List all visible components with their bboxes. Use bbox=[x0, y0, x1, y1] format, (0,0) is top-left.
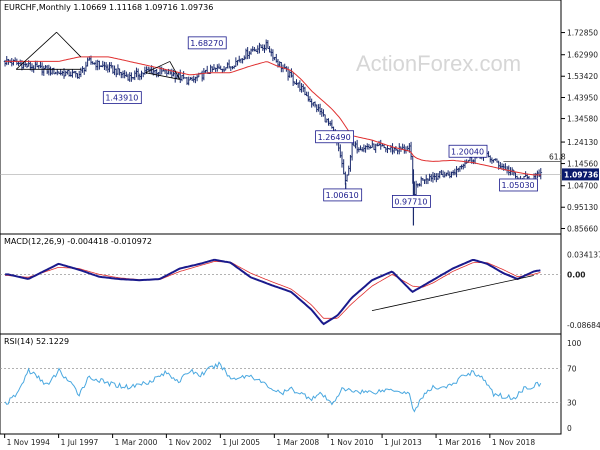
macd-y-tick-label: 0.00 bbox=[567, 270, 586, 279]
price-annotation-label: 1.26490 bbox=[318, 133, 351, 142]
x-tick-label: 1 Jul 2013 bbox=[384, 438, 422, 447]
x-tick-label: 1 Nov 2002 bbox=[168, 438, 211, 447]
price-y-tick-label: 1.04700 bbox=[567, 182, 598, 191]
price-y-tick-label: 1.72850 bbox=[567, 29, 598, 38]
rsi-y-tick-label: 100 bbox=[567, 339, 582, 348]
pattern-line bbox=[56, 31, 82, 58]
pattern-line bbox=[169, 61, 181, 80]
price-annotation-label: 1.05030 bbox=[502, 181, 535, 190]
macd-y-tick-label: 0.034137 bbox=[567, 250, 600, 259]
pattern-line bbox=[145, 72, 181, 80]
price-annotation-box bbox=[323, 188, 363, 202]
macd-trendline bbox=[371, 275, 534, 312]
rsi-panel-title: RSI(14) 52.1229 bbox=[4, 337, 69, 346]
price-annotation-label: 0.97710 bbox=[394, 197, 427, 206]
price-y-tick-label: 1.53420 bbox=[567, 72, 598, 81]
price-annotation-label: 1.43910 bbox=[105, 94, 138, 103]
price-y-tick-label: 0.95130 bbox=[567, 203, 598, 212]
last-price-value: 1.09736 bbox=[564, 170, 598, 179]
macd-line bbox=[5, 258, 541, 326]
rsi-panel: 100 70 30 0 bbox=[0, 339, 582, 433]
x-tick-label: 1 Nov 2018 bbox=[492, 438, 535, 447]
price-annotation-label: 1.68270 bbox=[190, 39, 223, 48]
rsi-panel-frame bbox=[0, 333, 562, 435]
x-tick-label: 1 Mar 2008 bbox=[276, 438, 319, 447]
x-tick-label: 1 Jul 2005 bbox=[222, 438, 260, 447]
rsi-y-tick-label: 30 bbox=[567, 399, 577, 408]
macd-panel: 0.034137 0.00 -0.086849 bbox=[0, 250, 600, 330]
price-panel-frame bbox=[0, 0, 562, 235]
rsi-y-tick-label: 0 bbox=[567, 424, 572, 433]
pattern-line bbox=[145, 61, 170, 74]
x-tick-label: 1 Jul 1997 bbox=[61, 438, 99, 447]
price-y-tick-label: 1.34580 bbox=[567, 115, 598, 124]
macd-signal-line bbox=[5, 261, 541, 319]
price-panel: 1.72850 1.62990 1.53420 1.43950 1.34580 1.241… bbox=[0, 29, 599, 234]
last-price-badge bbox=[562, 168, 599, 181]
price-annotation-box bbox=[392, 195, 431, 208]
macd-panel-title: MACD(12,26,9) -0.004418 -0.010972 bbox=[4, 237, 152, 246]
price-annotation-box bbox=[102, 91, 142, 105]
price-y-tick-label: 0.85660 bbox=[567, 225, 598, 234]
x-axis: 1 Nov 1994 1 Jul 1997 1 Mar 2000 1 Nov 2002… bbox=[4, 434, 535, 447]
price-y-tick-label: 1.62990 bbox=[567, 51, 598, 60]
macd-panel-frame bbox=[0, 233, 562, 335]
rsi-line bbox=[4, 361, 542, 413]
x-tick-label: 1 Mar 2016 bbox=[438, 438, 481, 447]
fib-label: 61.8 bbox=[549, 152, 566, 161]
moving-average-line bbox=[5, 56, 541, 176]
x-tick-label: 1 Nov 1994 bbox=[7, 438, 50, 447]
macd-y-tick-label: -0.086849 bbox=[567, 321, 600, 330]
x-tick-label: 1 Nov 2010 bbox=[330, 438, 373, 447]
rsi-y-tick-label: 70 bbox=[567, 365, 577, 374]
price-y-tick-label: 1.24130 bbox=[567, 138, 598, 147]
watermark: ActionForex.com bbox=[356, 51, 521, 76]
price-annotation-label: 1.20040 bbox=[451, 147, 484, 156]
price-y-tick-label: 1.43950 bbox=[567, 94, 598, 103]
x-tick-label: 1 Mar 2000 bbox=[115, 438, 158, 447]
price-annotation-box bbox=[315, 130, 354, 144]
price-y-tick-label: 1.14560 bbox=[567, 160, 598, 169]
price-annotation-box bbox=[448, 144, 488, 158]
pattern-line bbox=[15, 31, 57, 70]
price-annotation-box bbox=[499, 178, 538, 192]
price-panel-title: EURCHF,Monthly 1.10669 1.11168 1.09716 1… bbox=[4, 3, 213, 12]
price-annotation-label: 1.00610 bbox=[326, 191, 359, 200]
price-annotation-box bbox=[187, 36, 227, 50]
